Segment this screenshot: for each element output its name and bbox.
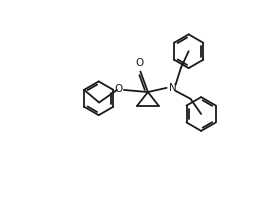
- Text: O: O: [115, 84, 123, 94]
- Text: N: N: [169, 83, 176, 93]
- Text: O: O: [135, 58, 144, 68]
